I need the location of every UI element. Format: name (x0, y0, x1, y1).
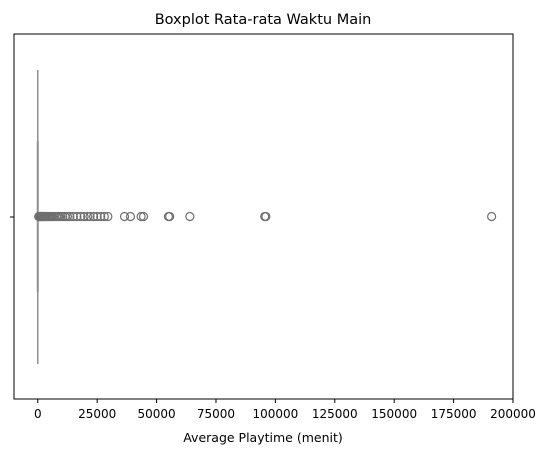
outlier-point (89, 211, 99, 222)
outlier-point (62, 211, 73, 222)
outlier-point (85, 211, 95, 222)
outlier-point (261, 211, 271, 222)
outlier-point (65, 211, 75, 222)
outlier-point (136, 211, 146, 222)
x-axis: 0 25000 50000 75000 100000 125000 150000 175000… (34, 399, 536, 421)
x-axis-label: Average Playtime (menit) (183, 430, 343, 445)
x-tick-label: 0 (34, 407, 42, 421)
outlier-point (68, 211, 79, 222)
outlier-point (92, 211, 102, 222)
chart-title: Boxplot Rata-rata Waktu Main (155, 12, 372, 28)
outlier-point (125, 211, 136, 222)
x-tick-label: 100000 (252, 407, 298, 421)
x-tick-label: 175000 (431, 407, 477, 421)
x-tick-label: 125000 (312, 407, 358, 421)
x-tick-label: 150000 (371, 407, 417, 421)
outlier-point (96, 211, 106, 222)
x-tick-label: 25000 (78, 407, 116, 421)
outlier-point (75, 211, 86, 222)
outlier-point (103, 211, 113, 222)
outlier-point (83, 211, 93, 222)
outlier-point (58, 211, 68, 222)
outlier-point (185, 211, 195, 222)
outlier-point (138, 211, 149, 222)
outlier-point (487, 211, 497, 222)
x-tick-label: 200000 (490, 407, 536, 421)
outlier-point (165, 211, 175, 222)
outlier-point (79, 211, 89, 222)
outlier-layer (34, 211, 497, 222)
outlier-point (72, 211, 82, 222)
outlier-point (119, 211, 130, 222)
plot-frame (13, 33, 514, 400)
x-tick-label: 75000 (197, 407, 235, 421)
x-tick-label: 50000 (137, 407, 175, 421)
outlier-point (99, 211, 109, 222)
